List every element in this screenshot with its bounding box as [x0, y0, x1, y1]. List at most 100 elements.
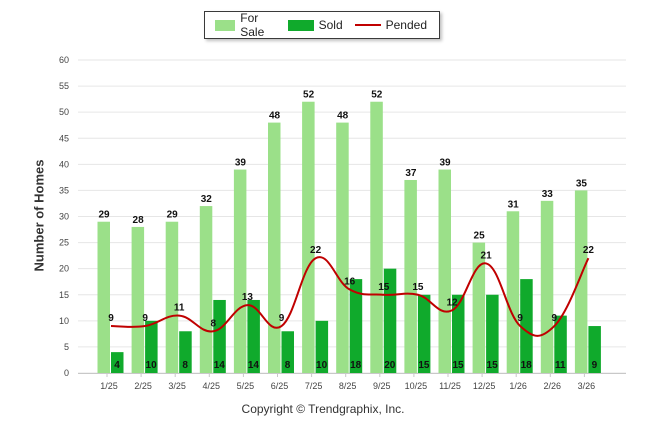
bar-for-sale	[506, 211, 520, 373]
legend-swatch-sold	[287, 19, 314, 31]
label-sold: 10	[146, 360, 158, 371]
bar-sold	[588, 326, 601, 373]
bar-sold	[349, 279, 363, 373]
x-tick-label: 7/25	[305, 381, 323, 391]
label-pended: 9	[279, 313, 285, 324]
x-tick-label: 12/25	[473, 381, 496, 391]
label-pended: 15	[412, 282, 424, 293]
label-for-sale: 39	[235, 158, 247, 169]
label-sold: 8	[182, 360, 188, 371]
bar-for-sale	[370, 101, 383, 373]
label-pended: 9	[108, 313, 114, 324]
bar-sold	[520, 279, 533, 373]
x-tick-label: 1/25	[100, 381, 118, 391]
label-sold: 11	[555, 360, 566, 371]
x-tick-label: 6/25	[271, 381, 289, 391]
label-for-sale: 48	[269, 111, 281, 122]
bar-sold	[554, 315, 567, 373]
bar-for-sale	[472, 242, 486, 373]
y-tick-label: 15	[59, 290, 69, 300]
label-for-sale: 39	[439, 158, 451, 169]
x-tick-label: 1/26	[509, 381, 527, 391]
copyright-text: Copyright © Trendgraphix, Inc.	[241, 402, 405, 416]
bar-sold	[417, 294, 431, 373]
label-pended: 22	[310, 245, 322, 256]
bar-sold	[247, 299, 260, 373]
label-sold: 18	[521, 360, 533, 371]
x-tick-label: 9/25	[373, 381, 391, 391]
label-sold: 10	[316, 360, 328, 371]
bar-sold	[452, 294, 465, 373]
bar-for-sale	[404, 179, 417, 373]
legend-label-sold: Sold	[318, 18, 343, 32]
label-sold: 15	[452, 360, 464, 371]
y-tick-label: 45	[59, 133, 69, 143]
x-tick-label: 5/25	[237, 381, 255, 391]
label-sold: 18	[350, 360, 362, 371]
y-tick-label: 5	[64, 342, 69, 352]
legend-item-pended[interactable]: Pended	[354, 18, 427, 32]
legend-label-pended: Pended	[385, 18, 427, 32]
label-sold: 4	[114, 360, 120, 371]
label-for-sale: 25	[474, 231, 486, 242]
label-for-sale: 29	[98, 210, 110, 221]
legend-line-pended	[354, 24, 381, 26]
label-sold: 20	[384, 360, 396, 371]
label-for-sale: 29	[167, 210, 179, 221]
y-tick-label: 30	[59, 212, 69, 222]
y-tick-label: 50	[59, 107, 69, 117]
label-for-sale: 35	[576, 178, 588, 189]
y-tick-label: 40	[59, 159, 69, 169]
label-pended: 21	[481, 250, 493, 261]
bar-sold	[145, 320, 158, 373]
y-tick-label: 0	[64, 368, 69, 378]
legend-label-for-sale: For Sale	[240, 11, 265, 39]
x-tick-label: 11/25	[439, 381, 461, 391]
y-tick-label: 25	[59, 238, 69, 248]
label-sold: 14	[214, 360, 226, 371]
bar-sold	[281, 331, 294, 373]
label-pended: 9	[517, 313, 523, 324]
label-for-sale: 32	[201, 194, 213, 205]
label-for-sale: 52	[371, 90, 383, 101]
label-pended: 9	[142, 313, 148, 324]
x-tick-label: 3/25	[168, 381, 186, 391]
y-tick-label: 35	[59, 185, 69, 195]
x-tick-label: 3/26	[578, 381, 596, 391]
label-for-sale: 31	[508, 199, 520, 210]
label-pended: 15	[378, 282, 390, 293]
y-tick-label: 60	[59, 55, 69, 65]
legend-swatch-for-sale	[215, 19, 236, 31]
bar-for-sale	[336, 122, 349, 373]
legend-item-sold[interactable]: Sold	[287, 18, 343, 32]
label-pended: 13	[242, 292, 254, 303]
label-pended: 8	[211, 318, 217, 329]
x-tick-label: 2/25	[134, 381, 152, 391]
x-tick-label: 8/25	[339, 381, 357, 391]
bar-sold	[179, 331, 192, 373]
bar-for-sale	[268, 122, 281, 373]
bar-sold	[111, 352, 124, 373]
label-pended: 9	[552, 313, 558, 324]
bar-for-sale	[302, 101, 315, 373]
bar-sold	[315, 320, 329, 373]
label-pended: 12	[446, 297, 458, 308]
label-pended: 22	[583, 245, 595, 256]
y-tick-label: 20	[59, 264, 69, 274]
x-tick-label: 2/26	[544, 381, 562, 391]
label-for-sale: 52	[303, 90, 315, 101]
y-tick-label: 10	[59, 316, 69, 326]
bar-for-sale	[574, 190, 588, 373]
bar-sold	[486, 294, 499, 373]
bar-for-sale	[540, 200, 554, 373]
label-sold: 14	[248, 360, 260, 371]
label-sold: 15	[418, 360, 430, 371]
bar-for-sale	[165, 221, 179, 373]
bar-sold	[213, 299, 226, 373]
label-pended: 16	[344, 277, 356, 288]
legend-item-for-sale[interactable]: For Sale	[215, 11, 276, 39]
chart-legend: For Sale Sold Pended	[204, 11, 440, 39]
bar-for-sale	[131, 226, 145, 373]
x-tick-label: 10/25	[405, 381, 428, 391]
